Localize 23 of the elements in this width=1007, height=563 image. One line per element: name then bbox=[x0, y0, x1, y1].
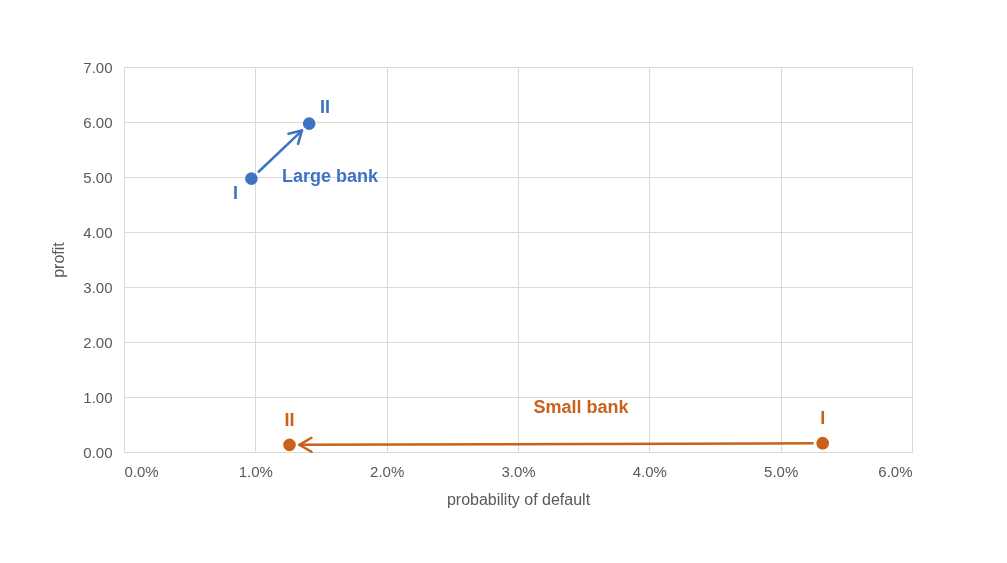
legend-label: Large bank bbox=[282, 166, 380, 187]
y-tick-label: 6.00 bbox=[83, 113, 113, 131]
x-tick-label: 2.0% bbox=[370, 462, 405, 480]
y-tick-label: 3.00 bbox=[83, 278, 113, 296]
x-tick-label: 1.0% bbox=[238, 462, 273, 480]
annotation: I bbox=[820, 408, 826, 429]
annotation: II bbox=[284, 409, 295, 430]
y-axis-title: profit bbox=[50, 241, 68, 278]
y-tick-label: 7.00 bbox=[83, 58, 113, 76]
x-tick-label: 3.0% bbox=[501, 462, 536, 480]
text: Small bank bbox=[533, 397, 630, 418]
x-tick-label: 5.0% bbox=[764, 462, 799, 480]
y-tick-label: 1.00 bbox=[83, 388, 113, 406]
annotation: I bbox=[232, 182, 238, 203]
x-tick-label: 4.0% bbox=[632, 462, 667, 480]
y-tick-label: 4.00 bbox=[83, 223, 113, 241]
y-tick-label: 2.00 bbox=[83, 333, 113, 351]
y-tick-label: 0.00 bbox=[83, 443, 113, 461]
x-axis-title: probability of default bbox=[446, 490, 591, 508]
x-tick-label: 6.0% bbox=[878, 462, 913, 480]
annotation: II bbox=[320, 97, 331, 118]
y-tick-label: 5.00 bbox=[83, 168, 113, 186]
x-tick-label: 0.0% bbox=[124, 462, 159, 480]
